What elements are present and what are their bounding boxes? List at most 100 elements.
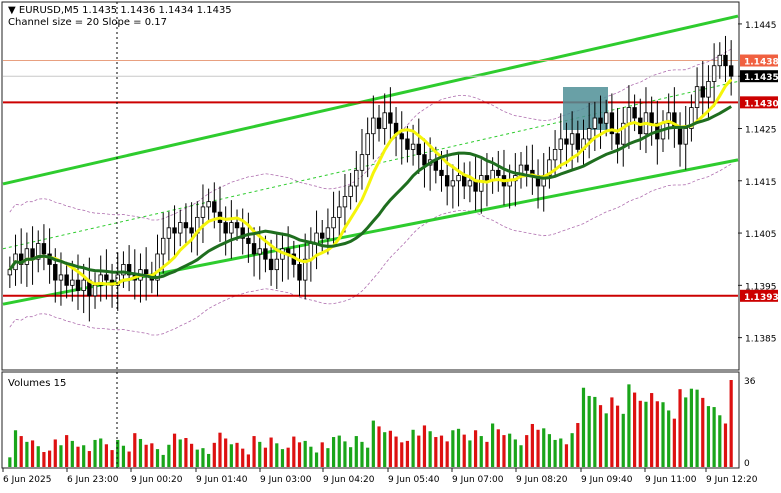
candle-body xyxy=(484,175,490,182)
volume-bar xyxy=(405,440,410,467)
volume-bar xyxy=(127,451,131,467)
volume-panel-frame xyxy=(1,371,740,469)
volume-bar xyxy=(212,442,216,467)
volume-bar xyxy=(638,400,642,467)
candle-body xyxy=(297,264,302,281)
candle-body xyxy=(92,284,98,297)
volume-bar xyxy=(655,401,659,467)
candle-body xyxy=(479,175,484,192)
candle-body xyxy=(564,138,569,145)
volume-bar xyxy=(417,435,421,467)
volume-scale-top: 36 xyxy=(744,377,756,387)
candle-body xyxy=(598,117,603,124)
volume-bar xyxy=(366,447,370,467)
candle-body xyxy=(325,227,331,239)
candle-body xyxy=(251,243,257,255)
level-layer xyxy=(3,60,738,297)
candle-body xyxy=(700,86,705,98)
volume-bar xyxy=(144,444,148,467)
volume-bar xyxy=(502,435,506,467)
volume-bar xyxy=(439,435,444,467)
volume-bar xyxy=(496,429,500,467)
volume-bar xyxy=(326,448,330,467)
volume-bar xyxy=(678,389,682,467)
candle-body xyxy=(399,133,404,140)
candle-body xyxy=(348,185,353,197)
envelope-layer xyxy=(9,48,732,336)
volume-bar xyxy=(519,445,523,467)
volume-bar xyxy=(121,445,126,467)
volume-bar xyxy=(491,423,495,467)
candle-body xyxy=(388,112,393,124)
ma-layer xyxy=(8,78,733,286)
x-tick-label: 9 Jun 00:20 xyxy=(131,475,183,485)
x-tick-label: 9 Jun 09:40 xyxy=(581,475,633,485)
candle-body xyxy=(206,201,211,208)
volume-bar xyxy=(331,437,336,467)
candle-body xyxy=(98,274,103,286)
volume-bar xyxy=(422,425,427,467)
header-arrow-icon: ▼ xyxy=(8,5,19,16)
volume-bar xyxy=(320,442,324,467)
volume-bar xyxy=(371,420,375,467)
volume-bar xyxy=(689,388,694,467)
candle-body xyxy=(371,117,376,135)
volume-bar xyxy=(530,423,534,467)
volume-bar xyxy=(218,432,222,467)
candle-body xyxy=(166,227,172,239)
envelope-upper-line xyxy=(9,48,732,221)
x-tick-label: 6 Jun 23:00 xyxy=(67,475,119,485)
candle-body xyxy=(160,237,166,255)
candle-body xyxy=(75,279,81,291)
volume-bar xyxy=(258,441,262,467)
candle-body xyxy=(439,169,444,176)
volume-bar xyxy=(723,423,728,467)
x-tick-label: 9 Jun 08:20 xyxy=(516,475,568,485)
volume-bar xyxy=(155,449,160,467)
candle-body xyxy=(728,65,734,77)
x-tick-label: 9 Jun 12:20 xyxy=(706,475,758,485)
candle-body xyxy=(359,154,365,171)
candle-body xyxy=(365,133,370,156)
volume-bar xyxy=(246,454,250,467)
volume-bar xyxy=(712,407,716,467)
volume-bar xyxy=(167,444,171,467)
volume-bar xyxy=(383,432,387,467)
candle-body xyxy=(189,227,194,234)
volume-panel-label: Volumes 15 xyxy=(8,378,66,389)
volume-bar xyxy=(314,452,319,467)
candle-body xyxy=(41,243,47,255)
candle-body xyxy=(558,138,563,150)
volume-bar xyxy=(473,430,478,467)
volume-bar xyxy=(445,441,449,467)
price-label-bg xyxy=(740,289,778,302)
candle-body xyxy=(24,248,30,265)
candle-body xyxy=(240,227,245,239)
volume-bar xyxy=(411,429,415,467)
candle-body xyxy=(632,107,637,119)
volume-bar xyxy=(672,418,676,467)
candle-body xyxy=(717,54,723,67)
candle-body xyxy=(666,112,671,124)
volume-bar xyxy=(30,440,35,467)
volume-bar xyxy=(297,442,302,467)
candle-body xyxy=(592,117,598,129)
candle-body xyxy=(268,258,274,271)
candle-body xyxy=(706,81,711,98)
volume-bar xyxy=(479,436,483,467)
volume-bar xyxy=(8,457,12,467)
candle-body xyxy=(723,54,728,67)
candle-body xyxy=(246,237,251,244)
volume-bar xyxy=(610,397,614,467)
candle-body xyxy=(337,206,342,218)
candle-body xyxy=(575,133,581,150)
volume-bar xyxy=(343,441,347,467)
candle-body xyxy=(121,264,126,276)
price-label-bg xyxy=(740,54,778,67)
volume-bar xyxy=(161,454,165,467)
candle-body xyxy=(467,180,473,187)
candle-body xyxy=(320,232,325,239)
volume-bar xyxy=(303,440,307,467)
candle-body xyxy=(257,248,262,255)
candle-body xyxy=(569,133,575,145)
